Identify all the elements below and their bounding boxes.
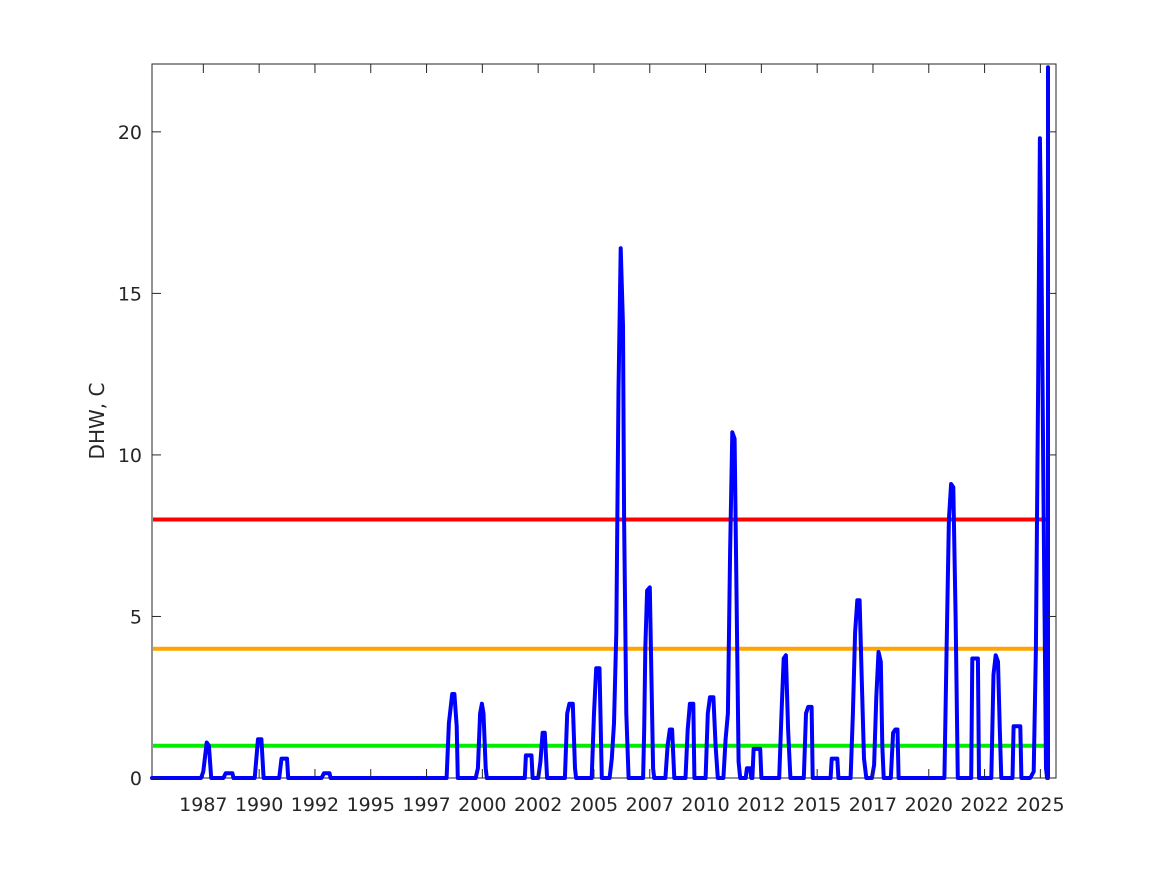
y-axis-label: DHW, C bbox=[85, 383, 109, 460]
x-tick-label: 2000 bbox=[458, 794, 506, 816]
x-tick-label: 2017 bbox=[849, 794, 897, 816]
x-tick-label: 2020 bbox=[905, 794, 953, 816]
x-tick-label: 1992 bbox=[291, 794, 339, 816]
x-axis-ticks: 1987 1990 1992 1995 1997 2000 2002 2005 2007 2010… bbox=[179, 64, 1065, 816]
y-tick-label: 5 bbox=[130, 606, 142, 628]
y-tick-label: 15 bbox=[118, 283, 142, 305]
plot-area bbox=[151, 63, 1057, 779]
y-tick-label: 20 bbox=[118, 122, 142, 144]
y-axis-ticks: 0 5 10 15 20 bbox=[118, 122, 1056, 790]
x-tick-label: 2010 bbox=[681, 794, 729, 816]
x-tick-label: 2015 bbox=[793, 794, 841, 816]
x-tick-label: 2007 bbox=[626, 794, 674, 816]
x-tick-label: 1995 bbox=[347, 794, 395, 816]
x-tick-label: 1990 bbox=[235, 794, 283, 816]
x-tick-label: 1987 bbox=[179, 794, 227, 816]
x-tick-label: 2025 bbox=[1016, 794, 1064, 816]
series-layer bbox=[150, 65, 1050, 780]
x-tick-label: 1997 bbox=[402, 794, 450, 816]
x-tick-label: 2012 bbox=[737, 794, 785, 816]
dhw-series-line bbox=[150, 65, 1050, 780]
y-tick-label: 10 bbox=[118, 445, 142, 467]
y-tick-label: 0 bbox=[130, 768, 142, 790]
x-tick-label: 2005 bbox=[570, 794, 618, 816]
x-tick-label: 2002 bbox=[514, 794, 562, 816]
x-tick-label: 2022 bbox=[960, 794, 1008, 816]
